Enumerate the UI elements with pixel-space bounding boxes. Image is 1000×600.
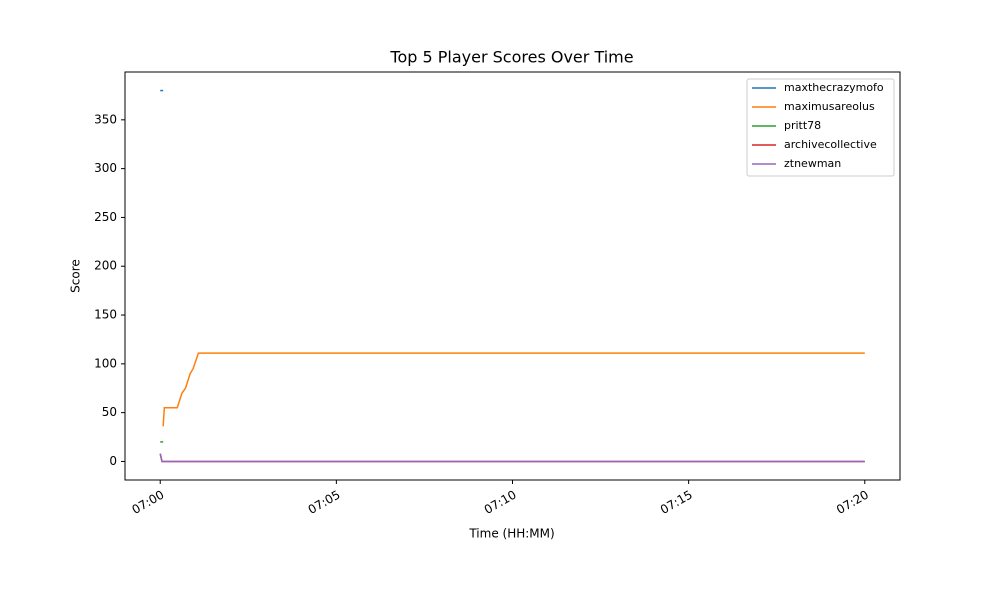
y-tick-label: 100: [94, 356, 117, 370]
x-axis-label: Time (HH:MM): [468, 527, 554, 541]
y-axis-label: Score: [69, 259, 83, 293]
legend-label: pritt78: [784, 119, 821, 132]
y-tick-label: 200: [94, 259, 117, 273]
plot-frame: [124, 71, 901, 481]
series-line: [162, 352, 865, 427]
legend-label: maxthecrazymofo: [784, 81, 884, 94]
series-line: [159, 453, 865, 463]
legend-label: archivecollective: [784, 138, 877, 151]
y-tick-label: 350: [94, 112, 117, 126]
y-tick-label: 50: [102, 405, 117, 419]
legend-box: [746, 78, 895, 177]
legend-label: ztnewman: [784, 157, 841, 170]
legend-label: maximusareolus: [784, 100, 875, 113]
y-tick-label: 150: [94, 308, 117, 322]
y-tick-label: 300: [94, 161, 117, 175]
y-tick-label: 250: [94, 210, 117, 224]
y-tick-label: 0: [109, 454, 117, 468]
chart-title: Top 5 Player Scores Over Time: [389, 48, 633, 67]
